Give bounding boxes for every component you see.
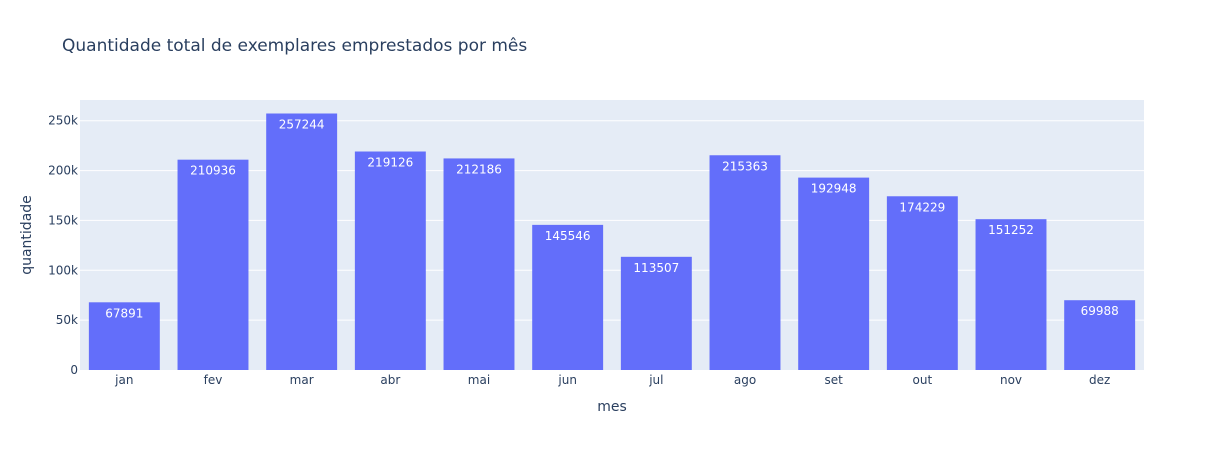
bar-jan[interactable] [88, 302, 160, 370]
bar-labels: 67891 210936 257244 219126 212186 145546 11350… [105, 117, 1119, 320]
x-tick-label: jun [557, 373, 577, 387]
bar-ago[interactable] [709, 155, 781, 370]
bar-value-label: 219126 [367, 156, 413, 170]
bar-dez[interactable] [1064, 300, 1136, 370]
x-tick-label: jul [648, 373, 663, 387]
bar-value-label: 174229 [899, 200, 945, 214]
bar-value-label: 215363 [722, 159, 768, 173]
bar-mai[interactable] [443, 158, 515, 370]
bar-out[interactable] [886, 196, 958, 370]
bar-mar[interactable] [266, 113, 338, 370]
y-tick-label: 200k [48, 164, 78, 178]
y-tick-labels: 0 50k 100k 150k 200k 250k [48, 114, 78, 377]
x-tick-label: mai [468, 373, 490, 387]
x-tick-label: nov [1000, 373, 1022, 387]
bar-value-label: 145546 [545, 229, 591, 243]
y-tick-label: 50k [56, 313, 78, 327]
x-tick-label: dez [1089, 373, 1110, 387]
bar-value-label: 67891 [105, 306, 143, 320]
bar-value-label: 192948 [811, 182, 857, 196]
bar-set[interactable] [798, 177, 870, 370]
bar-value-label: 212186 [456, 162, 502, 176]
x-tick-label: out [913, 373, 933, 387]
x-tick-label: jan [114, 373, 133, 387]
bar-abr[interactable] [354, 151, 426, 370]
bar-value-label: 69988 [1081, 304, 1119, 318]
x-axis-title: mes [597, 399, 627, 415]
grid-lines [80, 120, 1144, 321]
bar-value-label: 151252 [988, 223, 1034, 237]
chart-title: Quantidade total de exemplares emprestad… [62, 36, 527, 56]
y-tick-label: 250k [48, 114, 78, 128]
x-tick-labels: jan fev mar abr mai jun jul ago set out nov dez [114, 373, 1110, 387]
bar-value-label: 210936 [190, 164, 236, 178]
y-tick-label: 150k [48, 213, 78, 227]
y-tick-label: 0 [70, 363, 78, 377]
x-tick-label: set [824, 373, 843, 387]
bars [88, 113, 1136, 370]
bar-jun[interactable] [532, 224, 604, 370]
bar-value-label: 257244 [279, 117, 325, 131]
y-axis-title: quantidade [19, 195, 35, 275]
x-tick-label: mar [290, 373, 314, 387]
y-tick-label: 100k [48, 263, 78, 277]
bar-jul[interactable] [620, 256, 692, 370]
bar-value-label: 113507 [633, 261, 679, 275]
plot-area [80, 100, 1144, 370]
x-tick-label: ago [734, 373, 756, 387]
bar-fev[interactable] [177, 159, 249, 370]
bar-nov[interactable] [975, 219, 1047, 370]
x-tick-label: abr [380, 373, 400, 387]
x-tick-label: fev [204, 373, 223, 387]
